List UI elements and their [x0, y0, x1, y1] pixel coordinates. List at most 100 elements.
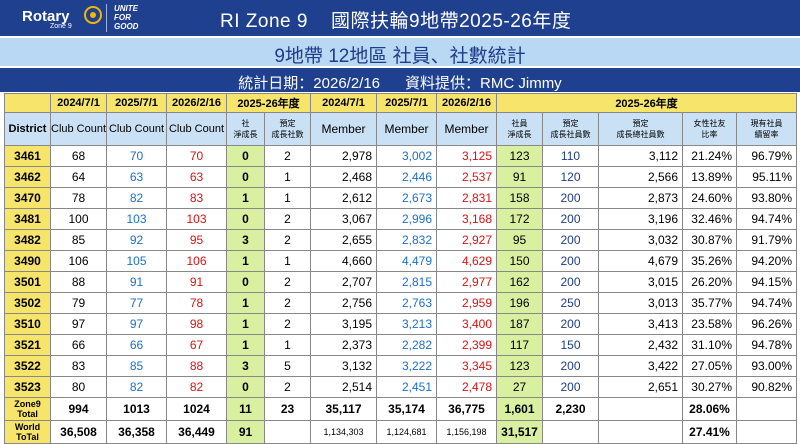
cell-district: 3523 [4, 376, 51, 398]
cell-district: 3461 [4, 145, 51, 167]
cell-female: 21.24% [682, 145, 737, 167]
total-cell-cnet: 11 [226, 397, 265, 421]
cell-m26: 2,399 [436, 334, 497, 356]
cell-ret: 91.79% [735, 229, 798, 251]
header-bar: Rotary Zone 9 UNITE FOR GOOD RI Zone 9 國… [0, 0, 800, 36]
total-cell-m25: 35,174 [376, 397, 437, 421]
info-bar: 統計日期：2026/2/16 資料提供：RMC Jimmy [0, 68, 800, 92]
cell-ctgt: 1 [264, 166, 311, 188]
cell-mnet: 187 [496, 313, 543, 335]
cell-female: 35.26% [682, 250, 737, 272]
cell-female: 26.20% [682, 271, 737, 293]
cell-mnet: 123 [496, 145, 543, 167]
total-cell-m25: 1,124,681 [376, 420, 437, 444]
cell-m24: 2,514 [310, 376, 377, 398]
cell-m24: 2,756 [310, 292, 377, 314]
cell-c26: 78 [166, 292, 227, 314]
header-member-year: 2025-26年度 [495, 93, 798, 113]
cell-c25: 77 [106, 292, 167, 314]
header-member-2026-col: Member [436, 112, 497, 146]
cell-mtgt: 200 [542, 187, 599, 209]
cell-m25: 3,222 [376, 355, 437, 377]
header-row-columns: District Club Count Club Count Club Coun… [4, 112, 798, 146]
cell-c26: 95 [166, 229, 227, 251]
cell-c26: 103 [166, 208, 227, 230]
unite-for-good-logo: UNITE FOR GOOD [114, 4, 138, 31]
cell-mtot: 3,112 [598, 145, 683, 167]
header-member-total-target: 預定 成長總社員數 [598, 112, 683, 146]
cell-mnet: 117 [496, 334, 543, 356]
cell-c26: 83 [166, 187, 227, 209]
unite-word-2: FOR [114, 13, 131, 22]
cell-mnet: 196 [496, 292, 543, 314]
cell-mtgt: 110 [542, 145, 599, 167]
cell-mtot: 3,196 [598, 208, 683, 230]
total-cell-c25: 1013 [106, 397, 167, 421]
cell-mtgt: 200 [542, 208, 599, 230]
table-row: 3490 106 105 106 1 1 4,660 4,479 4,629 150 200 4,67… [4, 250, 798, 272]
cell-c24: 88 [50, 271, 107, 293]
cell-mtgt: 150 [542, 334, 599, 356]
cell-c26: 88 [166, 355, 227, 377]
cell-m26: 2,927 [436, 229, 497, 251]
header-row-dates: 2024/7/1 2025/7/1 2026/2/16 2025-26年度 20… [4, 93, 798, 113]
cell-ctgt: 2 [264, 313, 311, 335]
total-cell-ret [735, 420, 798, 444]
cell-c25: 91 [106, 271, 167, 293]
cell-c24: 78 [50, 187, 107, 209]
cell-m24: 2,707 [310, 271, 377, 293]
cell-cnet: 1 [226, 313, 265, 335]
cell-mtgt: 120 [542, 166, 599, 188]
cell-c26: 106 [166, 250, 227, 272]
cell-mnet: 172 [496, 208, 543, 230]
total-cell-mnet: 1,601 [496, 397, 543, 421]
cell-ctgt: 1 [264, 187, 311, 209]
cell-c25: 66 [106, 334, 167, 356]
header-member-2025-col: Member [376, 112, 437, 146]
total-cell-cnet: 91 [226, 420, 265, 444]
cell-female: 13.89% [682, 166, 737, 188]
cell-m25: 4,479 [376, 250, 437, 272]
cell-mnet: 150 [496, 250, 543, 272]
world-total-row: World ToTal 36,508 36,358 36,449 91 1,134,303… [4, 420, 798, 444]
total-cell-mtgt [542, 420, 599, 444]
cell-m26: 3,168 [436, 208, 497, 230]
cell-cnet: 3 [226, 229, 265, 251]
total-cell-m26: 36,775 [436, 397, 497, 421]
cell-c25: 70 [106, 145, 167, 167]
header-blank [4, 93, 51, 113]
total-cell-c24: 994 [50, 397, 107, 421]
cell-cnet: 0 [226, 166, 265, 188]
header-member-2026: 2026/2/16 [436, 93, 497, 113]
table-row: 3521 66 66 67 1 1 2,373 2,282 2,399 117 150 2,432 31… [4, 334, 798, 356]
cell-mnet: 162 [496, 271, 543, 293]
header-club-net-growth: 社 淨成長 [226, 112, 265, 146]
logo-rotary-text: Rotary [22, 8, 70, 25]
cell-c25: 92 [106, 229, 167, 251]
total-cell-c25: 36,358 [106, 420, 167, 444]
cell-c25: 82 [106, 187, 167, 209]
total-cell-mtot [598, 397, 683, 421]
header-retention: 現有社員 續留率 [735, 112, 798, 146]
cell-c24: 64 [50, 166, 107, 188]
cell-ret: 94.20% [735, 250, 798, 272]
cell-ret: 94.74% [735, 292, 798, 314]
table-row: 3510 97 97 98 1 2 3,195 3,213 3,400 187 200 3,413 23… [4, 313, 798, 335]
cell-m25: 2,815 [376, 271, 437, 293]
total-cell-label: Zone9 Total [4, 397, 51, 421]
cell-c26: 98 [166, 313, 227, 335]
table-row: 3470 78 82 83 1 1 2,612 2,673 2,831 158 200 2,873 24… [4, 187, 798, 209]
cell-mtot: 3,422 [598, 355, 683, 377]
total-cell-female: 27.41% [682, 420, 737, 444]
cell-ctgt: 2 [264, 376, 311, 398]
page-title: RI Zone 9 國際扶輪9地帶2025-26年度 [220, 11, 572, 32]
cell-m26: 3,400 [436, 313, 497, 335]
cell-mtgt: 250 [542, 292, 599, 314]
header-club-year: 2025-26年度 [226, 93, 311, 113]
rotary-logo: Rotary Zone 9 UNITE FOR GOOD [22, 4, 182, 34]
cell-m26: 2,831 [436, 187, 497, 209]
cell-mtgt: 200 [542, 355, 599, 377]
cell-mtot: 3,413 [598, 313, 683, 335]
total-cell-ret [735, 397, 798, 421]
cell-m26: 2,478 [436, 376, 497, 398]
